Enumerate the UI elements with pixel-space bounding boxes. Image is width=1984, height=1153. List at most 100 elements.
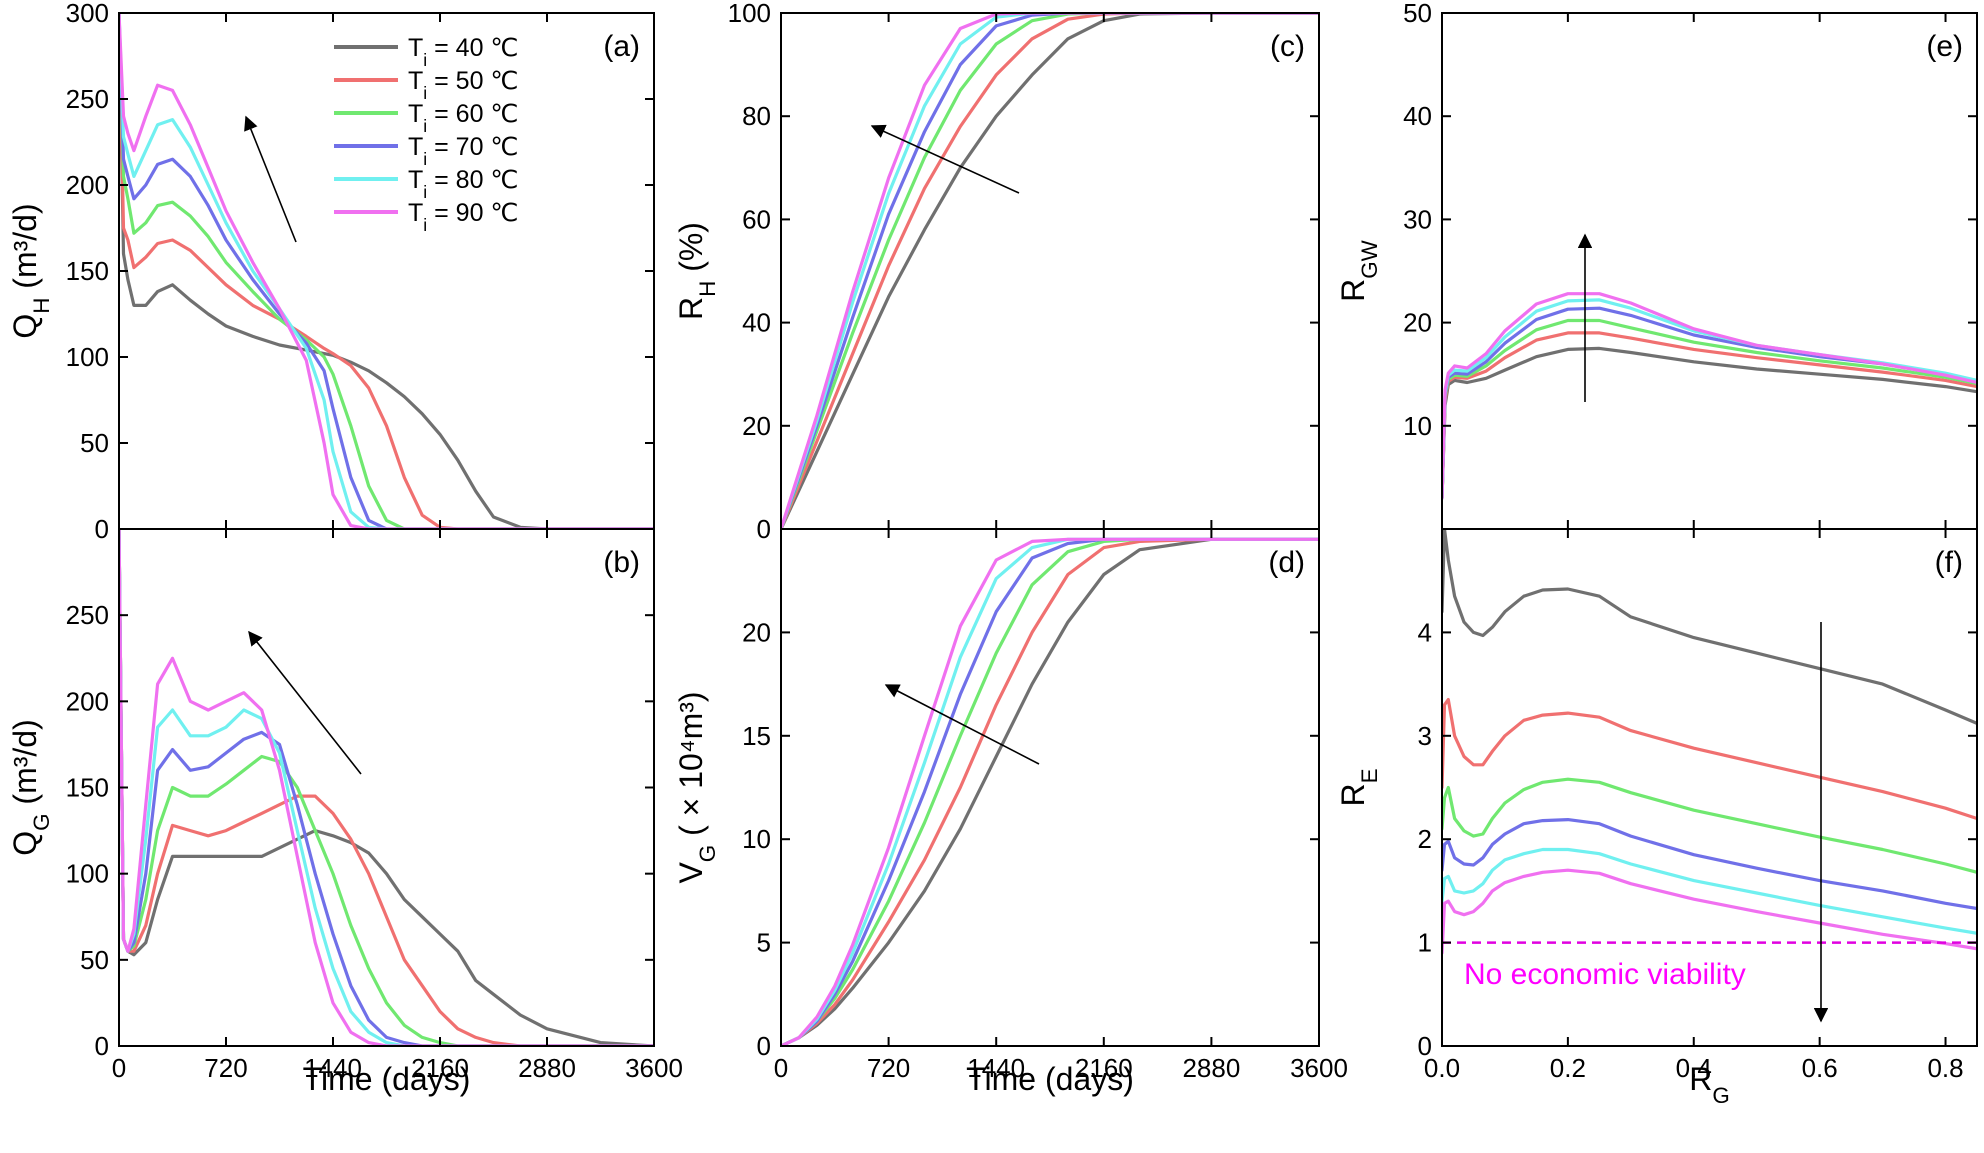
x-tick-label: 1440 (967, 1053, 1025, 1083)
panel-label: (e) (1926, 30, 1963, 63)
y-tick-label: 4 (1418, 617, 1432, 647)
series-line-f-5 (1442, 847, 1977, 935)
y-tick-label: 50 (1403, 0, 1432, 28)
y-axis-title: RGW (1335, 239, 1382, 302)
y-tick-label: 250 (66, 600, 109, 630)
legend-label: Ti = 70 ℃ (408, 133, 519, 169)
y-tick-label: 20 (742, 411, 771, 441)
panel-c: 0 20 40 60 80 100 (c) RH (%) (673, 0, 1320, 544)
y-tick-label: 3 (1418, 721, 1432, 751)
series-line-d-5 (781, 537, 1319, 1046)
series-line-d-6 (781, 537, 1319, 1046)
series-line-e-6 (1442, 292, 1977, 500)
trend-arrow (884, 684, 1040, 765)
x-tick-label: 0.6 (1802, 1053, 1838, 1083)
y-tick-label: 150 (66, 256, 109, 286)
series-line-f-2 (1442, 698, 1977, 821)
series-line-d-4 (781, 537, 1319, 1046)
panel-a: 0 50 100 150 200 250 300 (a) QH (m³/d) (7, 0, 655, 544)
y-tick-label: 10 (742, 824, 771, 854)
x-tick-label: 1440 (304, 1053, 362, 1083)
series-line-d-1 (781, 537, 1319, 1046)
x-tick-label: 0 (774, 1053, 788, 1083)
panel-label: (b) (603, 546, 640, 579)
y-tick-label: 15 (742, 721, 771, 751)
y-axis-title: VG ( × 10⁴m³) (673, 691, 720, 883)
legend-label: Ti = 60 ℃ (408, 100, 519, 136)
series-group (119, 13, 654, 529)
y-axis-title: RE (1335, 768, 1382, 806)
y-tick-label: 20 (742, 617, 771, 647)
x-tick-label: 0.8 (1927, 1053, 1963, 1083)
y-tick-label: 2 (1418, 824, 1432, 854)
panel-f: No economic viability 0 1 2 3 4 0.0 0.2 0.4 0.6 0.… (1335, 528, 1978, 1108)
series-line-b-3 (119, 529, 654, 1046)
x-axis-title: Time (days) (966, 1061, 1134, 1097)
x-tick-label: 2880 (1182, 1053, 1240, 1083)
series-group (1442, 292, 1977, 500)
series-line-f-4 (1442, 818, 1977, 911)
x-tick-label: 3600 (1290, 1053, 1348, 1083)
y-tick-label: 0 (757, 514, 771, 544)
x-tick-label: 0.2 (1550, 1053, 1586, 1083)
series-line-a-1 (119, 13, 654, 529)
y-tick-label: 1 (1418, 928, 1432, 958)
series-line-d-3 (781, 537, 1319, 1046)
plot-frame (1441, 12, 1978, 530)
plot-frame (780, 528, 1320, 1047)
y-tick-label: 60 (742, 204, 771, 234)
y-tick-label: 5 (757, 928, 771, 958)
y-tick-label: 200 (66, 170, 109, 200)
series-line-a-3 (119, 13, 654, 529)
y-tick-label: 20 (1403, 308, 1432, 338)
trend-arrow (244, 115, 297, 243)
series-line-a-4 (119, 13, 654, 529)
x-tick-label: 2880 (518, 1053, 576, 1083)
x-tick-label: 2160 (411, 1053, 469, 1083)
legend-label: Ti = 50 ℃ (408, 67, 519, 103)
x-axis-title: Time (days) (303, 1061, 471, 1097)
series-line-c-4 (781, 13, 1319, 529)
plot-frame (118, 528, 655, 1047)
series-line-e-4 (1442, 306, 1977, 500)
x-tick-label: 0.0 (1424, 1053, 1460, 1083)
y-axis-title: QH (m³/d) (7, 203, 54, 338)
series-line-f-3 (1442, 777, 1977, 874)
legend: Ti = 40 ℃Ti = 50 ℃Ti = 60 ℃Ti = 70 ℃Ti =… (334, 34, 519, 235)
series-line-a-2 (119, 13, 654, 529)
series-line-b-4 (119, 529, 654, 1046)
y-tick-label: 100 (728, 0, 771, 28)
series-line-e-2 (1442, 331, 1977, 500)
series-line-e-1 (1442, 346, 1977, 500)
series-line-d-2 (781, 537, 1319, 1046)
y-tick-label: 0 (757, 1031, 771, 1061)
x-tick-label: 720 (867, 1053, 910, 1083)
series-line-f-1 (1442, 529, 1977, 725)
x-tick-label: 3600 (625, 1053, 683, 1083)
trend-arrow (248, 630, 362, 775)
panel-label: (d) (1268, 546, 1305, 579)
y-tick-label: 50 (80, 945, 109, 975)
x-axis-title: RG (1689, 1061, 1730, 1108)
y-tick-label: 150 (66, 773, 109, 803)
series-group (781, 537, 1319, 1046)
series-line-e-3 (1442, 318, 1977, 500)
y-tick-label: 40 (742, 308, 771, 338)
series-line-b-5 (119, 529, 654, 1046)
series-line-b-6 (119, 529, 654, 1046)
series-group (1442, 529, 1977, 955)
panel-d: 0 5 10 15 20 0 720 1440 2160 2880 3600 (d) VG ( × 10… (673, 528, 1348, 1097)
series-line-b-1 (119, 529, 654, 1046)
trend-arrows (244, 115, 1829, 1023)
series-line-c-5 (781, 13, 1319, 529)
y-tick-label: 30 (1403, 204, 1432, 234)
x-tick-label: 0 (112, 1053, 126, 1083)
x-tick-label: 2160 (1075, 1053, 1133, 1083)
series-group (781, 13, 1319, 529)
y-tick-label: 200 (66, 686, 109, 716)
annotation-text: No economic viability (1464, 958, 1746, 991)
y-tick-label: 40 (1403, 101, 1432, 131)
y-tick-label: 0 (95, 1031, 109, 1061)
series-line-f-6 (1442, 868, 1977, 955)
